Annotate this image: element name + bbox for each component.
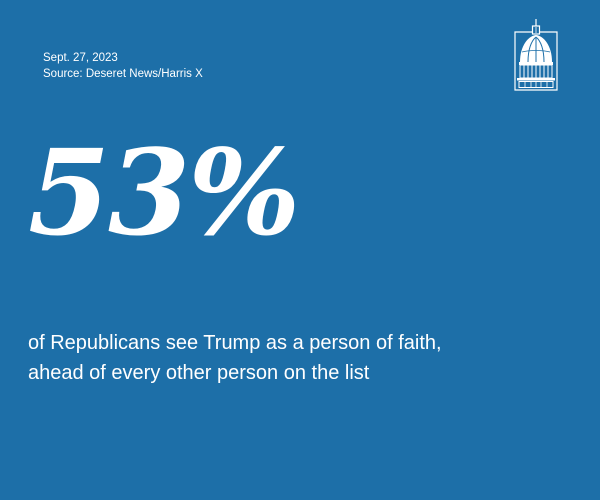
headline-statistic: 53%	[28, 123, 300, 262]
caption-line-2: ahead of every other person on the list	[28, 362, 370, 384]
date-label: Sept. 27, 2023	[43, 52, 118, 64]
source-label: Source: Deseret News/Harris X	[43, 68, 203, 80]
capitol-dome-icon	[514, 19, 558, 91]
source-meta: Sept. 27, 2023 Source: Deseret News/Harr…	[43, 50, 203, 82]
caption-line-1: of Republicans see Trump as a person of …	[28, 332, 442, 354]
statistic-caption: of Republicans see Trump as a person of …	[28, 328, 588, 388]
